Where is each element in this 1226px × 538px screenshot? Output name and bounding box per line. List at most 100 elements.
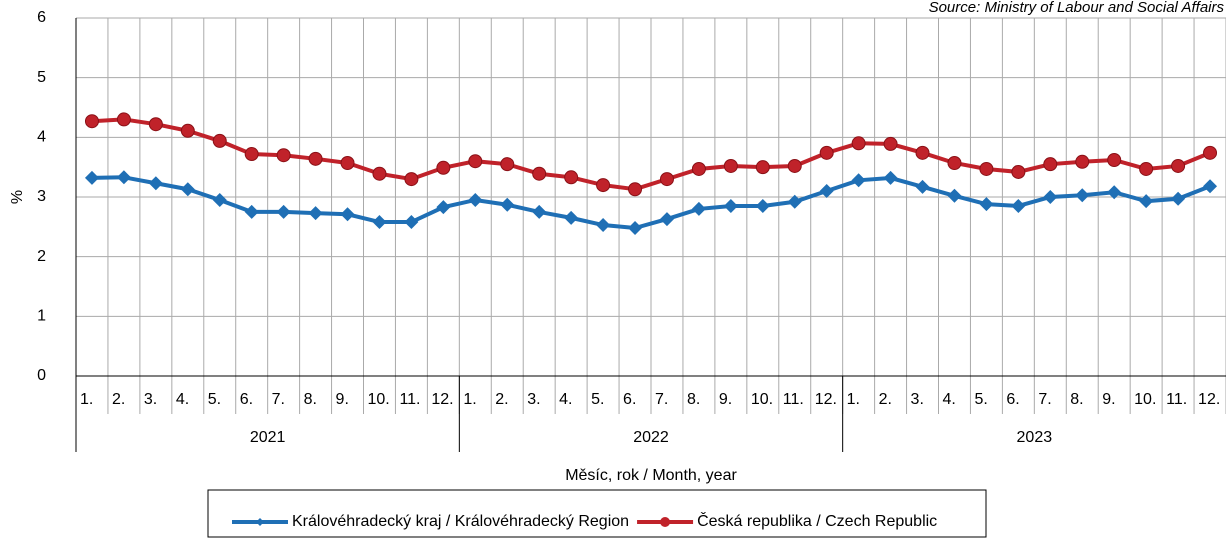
x-tick-label: 2. bbox=[879, 391, 892, 408]
point bbox=[1075, 188, 1090, 203]
source: Source: Ministry of Labour and Social Af… bbox=[929, 0, 1225, 16]
point bbox=[564, 170, 579, 185]
point bbox=[500, 157, 515, 172]
point bbox=[883, 170, 898, 185]
y-tick-label: 0 bbox=[37, 367, 46, 384]
point bbox=[755, 198, 770, 213]
point bbox=[628, 221, 643, 236]
point bbox=[1075, 154, 1090, 169]
point bbox=[244, 204, 259, 219]
point bbox=[947, 188, 962, 203]
point bbox=[404, 215, 419, 230]
x-tick-label: 4. bbox=[176, 391, 189, 408]
point bbox=[116, 170, 131, 185]
point bbox=[787, 194, 802, 209]
y-tick-label: 1 bbox=[37, 308, 46, 325]
point bbox=[596, 178, 611, 193]
point bbox=[148, 176, 163, 191]
y-tick-label: 3 bbox=[37, 188, 46, 205]
point bbox=[883, 136, 898, 151]
point bbox=[723, 158, 738, 173]
x-tick-label: 6. bbox=[623, 391, 636, 408]
x-tick-label: 8. bbox=[687, 391, 700, 408]
x-tick-label: 9. bbox=[336, 391, 349, 408]
x-tick-label: 8. bbox=[1070, 391, 1083, 408]
point bbox=[404, 172, 419, 187]
point bbox=[1043, 157, 1058, 172]
point bbox=[372, 166, 387, 181]
legend-marker bbox=[256, 518, 264, 526]
x-tick-label: 12. bbox=[431, 391, 453, 408]
point bbox=[212, 192, 227, 207]
x-tick-label: 4. bbox=[559, 391, 572, 408]
point bbox=[308, 151, 323, 166]
x-tick-label: 12. bbox=[1198, 391, 1220, 408]
point bbox=[468, 154, 483, 169]
point bbox=[148, 117, 163, 132]
point bbox=[851, 136, 866, 151]
point bbox=[84, 114, 99, 129]
point bbox=[1203, 145, 1218, 160]
point bbox=[628, 182, 643, 197]
y-tick-label: 2 bbox=[37, 248, 46, 265]
point bbox=[1107, 153, 1122, 168]
point bbox=[723, 198, 738, 213]
y-axis-label: % bbox=[9, 190, 26, 204]
point bbox=[500, 197, 515, 212]
point bbox=[116, 112, 131, 127]
x-tick-label: 1. bbox=[463, 391, 476, 408]
point bbox=[564, 210, 579, 225]
point bbox=[755, 160, 770, 175]
point bbox=[947, 155, 962, 170]
point bbox=[468, 192, 483, 207]
point bbox=[532, 166, 547, 181]
x-tick-label: 1. bbox=[847, 391, 860, 408]
point bbox=[84, 170, 99, 185]
x-tick-label: 5. bbox=[208, 391, 221, 408]
x-tick-label: 6. bbox=[240, 391, 253, 408]
x-tick-label: 3. bbox=[144, 391, 157, 408]
x-tick-label: 6. bbox=[1006, 391, 1019, 408]
point bbox=[1171, 158, 1186, 173]
point bbox=[1043, 190, 1058, 204]
x-tick-label: 2. bbox=[112, 391, 125, 408]
x-tick-label: 11. bbox=[783, 391, 804, 408]
y-tick-label: 6 bbox=[37, 9, 46, 26]
point bbox=[180, 123, 195, 138]
point bbox=[1011, 164, 1026, 179]
x-tick-label: 7. bbox=[272, 391, 285, 408]
point bbox=[1171, 191, 1186, 206]
x-tick-label: 11. bbox=[399, 391, 420, 408]
x-tick-label: 1. bbox=[80, 391, 93, 408]
y-tick-label: 4 bbox=[37, 129, 46, 146]
point bbox=[340, 155, 355, 170]
point bbox=[1011, 198, 1026, 213]
point bbox=[1139, 194, 1154, 209]
point bbox=[659, 172, 674, 187]
point bbox=[979, 197, 994, 212]
x-tick-label: 10. bbox=[368, 391, 390, 408]
point bbox=[691, 201, 706, 216]
x-tick-label: 2. bbox=[495, 391, 508, 408]
point bbox=[1203, 179, 1218, 194]
point bbox=[659, 212, 674, 227]
point bbox=[276, 204, 291, 219]
legend-marker bbox=[660, 517, 671, 527]
point bbox=[1107, 185, 1122, 200]
x-tick-label: 5. bbox=[974, 391, 987, 408]
point bbox=[819, 145, 834, 160]
y-tick-label: 5 bbox=[37, 69, 46, 86]
x-tick-label: 9. bbox=[719, 391, 732, 408]
year-label: 2022 bbox=[633, 429, 669, 446]
x-tick-label: 10. bbox=[751, 391, 773, 408]
point bbox=[915, 179, 930, 194]
point bbox=[819, 184, 834, 199]
point bbox=[436, 160, 451, 175]
x-tick-label: 9. bbox=[1102, 391, 1115, 408]
x-tick-label: 12. bbox=[815, 391, 837, 408]
point bbox=[212, 133, 227, 148]
year-label: 2021 bbox=[250, 429, 286, 446]
point bbox=[308, 206, 323, 221]
x-tick-label: 11. bbox=[1166, 391, 1187, 408]
year-label: 2023 bbox=[1017, 429, 1053, 446]
